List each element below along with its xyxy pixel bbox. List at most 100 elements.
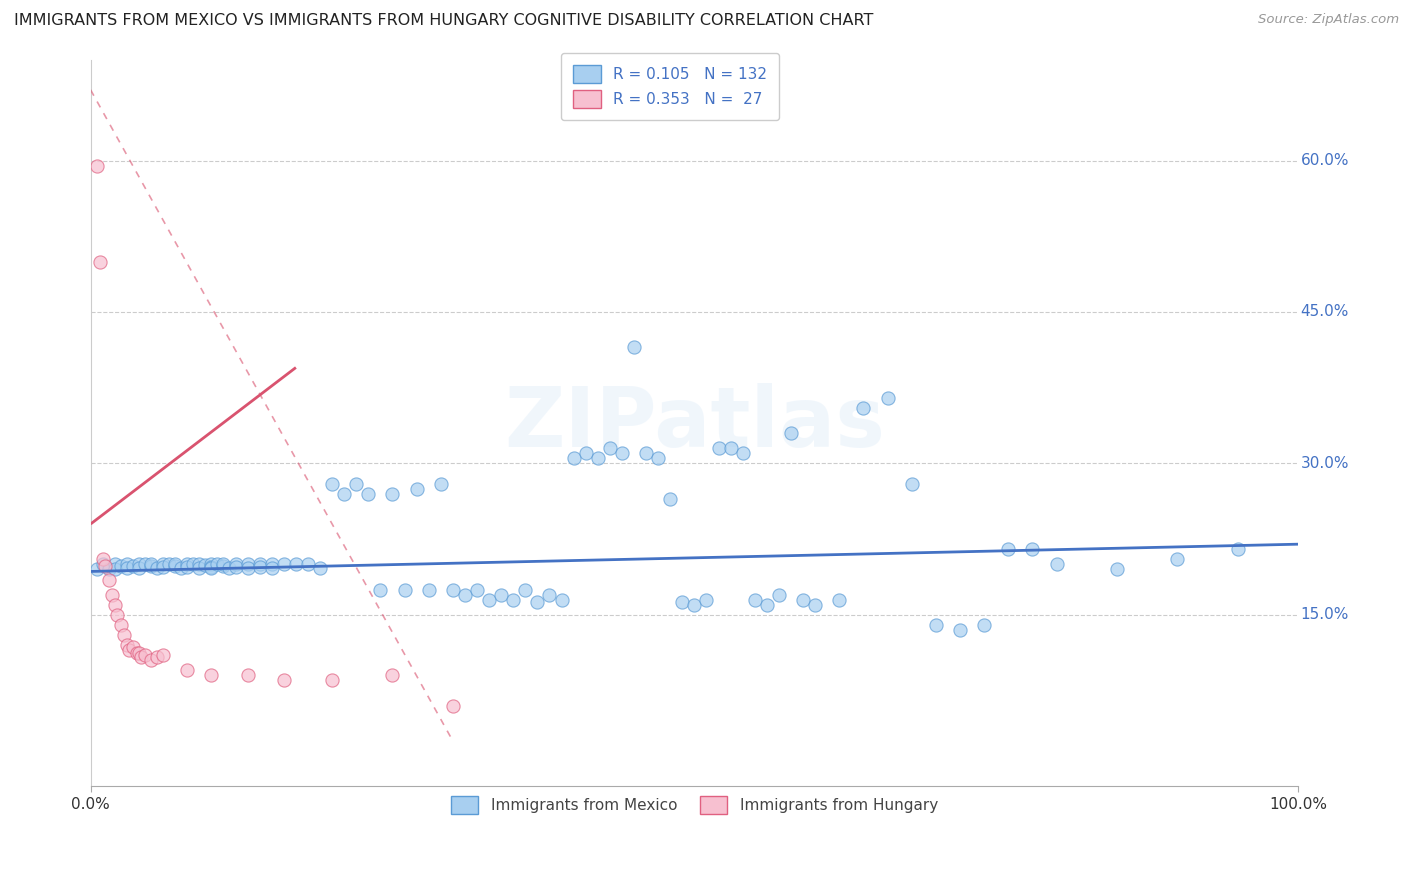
Point	[97, 573, 120, 587]
Point	[671, 595, 693, 609]
Point	[91, 552, 114, 566]
Point	[852, 401, 875, 415]
Point	[110, 559, 132, 574]
Point	[321, 476, 343, 491]
Point	[321, 673, 343, 688]
Point	[623, 340, 645, 354]
Point	[212, 558, 235, 572]
Point	[194, 558, 217, 573]
Text: ZIPatlas: ZIPatlas	[503, 383, 884, 464]
Point	[125, 646, 148, 660]
Point	[139, 559, 162, 574]
Point	[925, 618, 948, 632]
Point	[297, 558, 319, 572]
Point	[188, 558, 211, 572]
Text: 15.0%: 15.0%	[1301, 607, 1348, 623]
Point	[478, 592, 501, 607]
Point	[122, 559, 145, 574]
Point	[225, 558, 247, 572]
Point	[104, 558, 127, 572]
Point	[200, 558, 222, 572]
Point	[707, 442, 730, 456]
Point	[720, 442, 742, 456]
Point	[176, 558, 198, 572]
Point	[273, 673, 295, 688]
Point	[647, 451, 669, 466]
Point	[134, 558, 156, 572]
Point	[430, 476, 453, 491]
Point	[309, 561, 332, 575]
Text: 45.0%: 45.0%	[1301, 304, 1348, 319]
Point	[218, 561, 240, 575]
Point	[610, 446, 633, 460]
Point	[755, 598, 778, 612]
Point	[357, 486, 380, 500]
Point	[146, 561, 169, 575]
Point	[695, 592, 717, 607]
Point	[780, 426, 803, 441]
Point	[1166, 552, 1188, 566]
Point	[236, 558, 259, 572]
Point	[997, 542, 1019, 557]
Point	[575, 446, 598, 460]
Point	[804, 598, 827, 612]
Point	[94, 559, 117, 574]
Point	[176, 664, 198, 678]
Point	[260, 558, 283, 572]
Legend: Immigrants from Mexico, Immigrants from Hungary: Immigrants from Mexico, Immigrants from …	[439, 784, 950, 826]
Point	[538, 588, 561, 602]
Point	[122, 640, 145, 655]
Point	[134, 648, 156, 663]
Point	[118, 643, 141, 657]
Point	[110, 618, 132, 632]
Point	[731, 446, 754, 460]
Point	[550, 592, 572, 607]
Point	[949, 623, 972, 637]
Point	[792, 592, 814, 607]
Point	[236, 668, 259, 682]
Point	[273, 558, 295, 572]
Point	[900, 476, 922, 491]
Point	[152, 560, 174, 574]
Point	[441, 698, 464, 713]
Point	[104, 598, 127, 612]
Point	[152, 648, 174, 663]
Point	[165, 559, 187, 574]
Point	[176, 560, 198, 574]
Point	[128, 561, 150, 575]
Point	[181, 558, 204, 572]
Point	[146, 650, 169, 665]
Point	[249, 558, 271, 572]
Point	[489, 588, 512, 602]
Point	[101, 588, 124, 602]
Point	[1226, 542, 1249, 557]
Point	[636, 446, 658, 460]
Point	[659, 491, 682, 506]
Point	[188, 561, 211, 575]
Point	[152, 558, 174, 572]
Point	[165, 558, 187, 572]
Point	[97, 562, 120, 576]
Point	[207, 558, 229, 572]
Point	[418, 582, 440, 597]
Point	[200, 560, 222, 574]
Point	[260, 561, 283, 575]
Point	[344, 476, 367, 491]
Point	[683, 598, 706, 612]
Point	[768, 588, 790, 602]
Point	[586, 451, 609, 466]
Point	[394, 582, 416, 597]
Point	[502, 592, 524, 607]
Point	[86, 562, 108, 576]
Point	[212, 559, 235, 574]
Point	[441, 582, 464, 597]
Point	[200, 668, 222, 682]
Point	[115, 561, 138, 575]
Text: IMMIGRANTS FROM MEXICO VS IMMIGRANTS FROM HUNGARY COGNITIVE DISABILITY CORRELATI: IMMIGRANTS FROM MEXICO VS IMMIGRANTS FRO…	[14, 13, 873, 29]
Point	[381, 668, 404, 682]
Point	[86, 159, 108, 173]
Point	[526, 595, 548, 609]
Point	[115, 558, 138, 572]
Point	[454, 588, 477, 602]
Point	[131, 650, 153, 665]
